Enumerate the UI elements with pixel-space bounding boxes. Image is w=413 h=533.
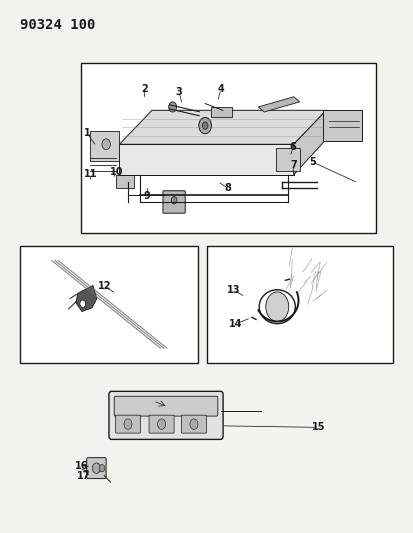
FancyBboxPatch shape bbox=[109, 391, 223, 439]
Text: 12: 12 bbox=[98, 281, 111, 292]
FancyBboxPatch shape bbox=[181, 415, 206, 433]
Circle shape bbox=[202, 122, 208, 130]
Bar bbox=[276, 148, 300, 172]
Polygon shape bbox=[258, 97, 300, 112]
Text: 90324 100: 90324 100 bbox=[19, 19, 95, 33]
Text: 6: 6 bbox=[290, 142, 297, 152]
Circle shape bbox=[80, 300, 85, 308]
Text: 2: 2 bbox=[142, 84, 148, 94]
Text: 5: 5 bbox=[309, 157, 316, 167]
Circle shape bbox=[157, 419, 166, 430]
FancyBboxPatch shape bbox=[87, 458, 106, 479]
Circle shape bbox=[99, 464, 105, 472]
Text: 9: 9 bbox=[144, 191, 150, 201]
Text: 11: 11 bbox=[83, 168, 97, 179]
Bar bbox=[20, 246, 198, 363]
Text: 7: 7 bbox=[290, 160, 297, 169]
Polygon shape bbox=[76, 286, 97, 312]
FancyBboxPatch shape bbox=[163, 191, 185, 213]
Polygon shape bbox=[323, 110, 362, 141]
Polygon shape bbox=[90, 131, 119, 161]
Circle shape bbox=[93, 463, 100, 473]
Text: 14: 14 bbox=[229, 319, 242, 329]
Text: 13: 13 bbox=[227, 285, 240, 295]
Text: 17: 17 bbox=[77, 472, 90, 481]
Text: 10: 10 bbox=[110, 167, 123, 177]
Text: 15: 15 bbox=[312, 422, 326, 432]
Text: 3: 3 bbox=[176, 86, 183, 96]
Circle shape bbox=[169, 102, 177, 112]
Bar bbox=[211, 107, 232, 117]
Text: 16: 16 bbox=[75, 461, 89, 471]
Text: 8: 8 bbox=[225, 183, 231, 193]
Circle shape bbox=[199, 117, 211, 134]
FancyBboxPatch shape bbox=[114, 396, 218, 416]
FancyBboxPatch shape bbox=[149, 415, 174, 433]
Circle shape bbox=[171, 197, 177, 204]
Polygon shape bbox=[119, 144, 294, 175]
Circle shape bbox=[266, 292, 289, 321]
Text: 4: 4 bbox=[218, 84, 224, 94]
Polygon shape bbox=[294, 110, 326, 175]
Circle shape bbox=[102, 139, 110, 150]
Circle shape bbox=[190, 419, 198, 430]
FancyBboxPatch shape bbox=[116, 415, 140, 433]
Circle shape bbox=[124, 419, 132, 430]
Bar bbox=[206, 246, 393, 363]
Text: 1: 1 bbox=[84, 128, 90, 138]
Polygon shape bbox=[119, 110, 326, 144]
Bar bbox=[116, 175, 134, 188]
Bar bbox=[81, 63, 377, 232]
